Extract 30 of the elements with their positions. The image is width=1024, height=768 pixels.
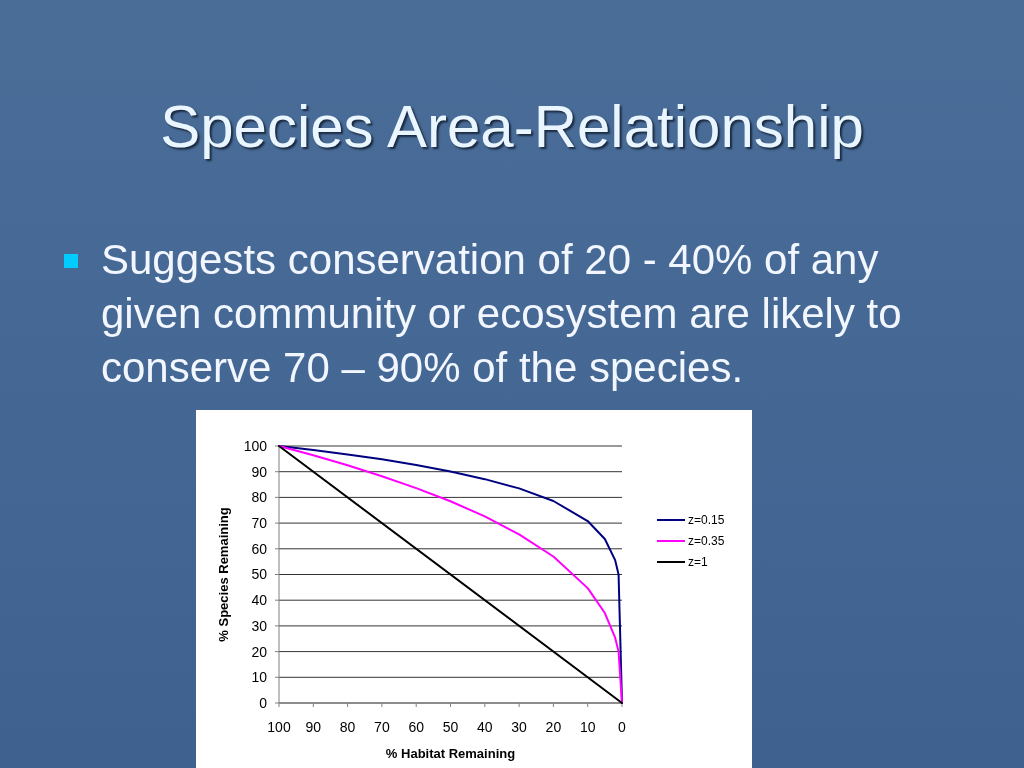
x-tick-label: 80 xyxy=(339,719,356,735)
line-series xyxy=(278,445,623,704)
y-tick-label: 100 xyxy=(243,437,268,454)
y-tick-label: 60 xyxy=(251,540,268,557)
x-tick-label: 10 xyxy=(579,719,596,735)
y-tick-label: 40 xyxy=(251,592,268,609)
x-tick-label: 20 xyxy=(545,719,562,735)
chart-title: Species Area-Relationship xyxy=(160,93,864,160)
y-tick-label: 20 xyxy=(251,643,268,660)
y-tick-label: 90 xyxy=(251,463,268,480)
y-tick-label: 50 xyxy=(251,566,268,583)
x-tick-label: 0 xyxy=(618,719,627,735)
chart-subtitle: Suggests conservation of 20 - 40% of any given community or ecosystem are likely to conserve 70 – 90% of the species. xyxy=(101,236,902,391)
x-tick-label: 90 xyxy=(305,719,322,735)
x-axis-title: % Habitat Remaining xyxy=(385,746,516,761)
y-tick-label: 10 xyxy=(251,669,268,686)
y-tick-label: 70 xyxy=(251,515,268,531)
legend-label: z=0.35 xyxy=(688,534,725,549)
x-tick-label: 70 xyxy=(374,719,390,735)
legend-label: z=1 xyxy=(688,555,709,570)
x-tick-label: 50 xyxy=(442,719,459,735)
x-tick-label: 100 xyxy=(267,719,291,735)
x-tick-label: 30 xyxy=(511,719,528,735)
x-tick-label: 60 xyxy=(408,719,425,735)
legend-label: z=0.15 xyxy=(688,513,725,528)
y-axis-title: % Species Remaining xyxy=(216,507,231,642)
x-tick-label: 40 xyxy=(477,719,493,735)
y-tick-label: 80 xyxy=(251,489,268,506)
y-tick-label: 30 xyxy=(251,617,268,634)
y-tick-label: 0 xyxy=(259,694,268,711)
